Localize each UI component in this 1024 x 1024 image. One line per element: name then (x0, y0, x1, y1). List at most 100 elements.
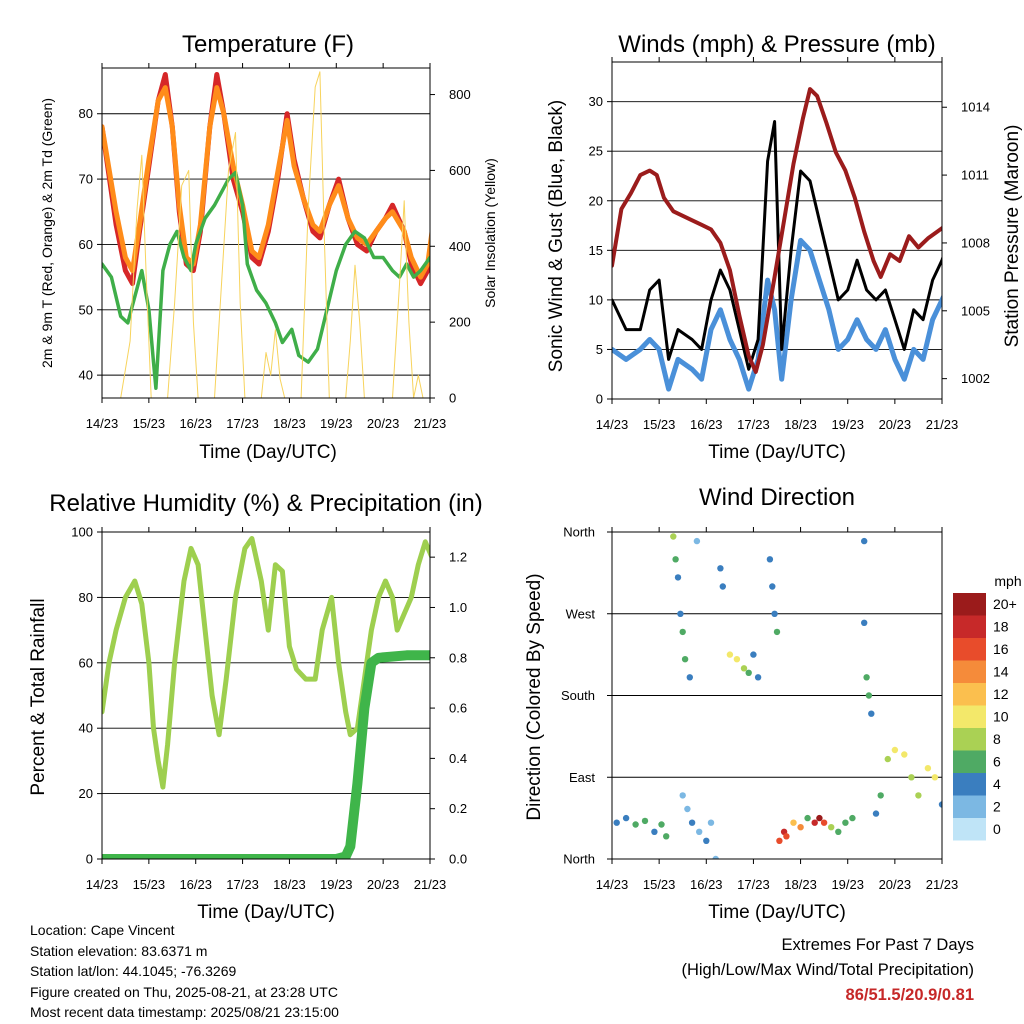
x-tick-label: 18/23 (784, 417, 817, 432)
scatter-point (901, 751, 908, 758)
y-axis-label: 2m & 9m T (Red, Orange) & 2m Td (Green) (39, 98, 55, 368)
y-tick-right-label: 1.0 (449, 600, 467, 615)
scatter-point (828, 824, 835, 831)
scatter-point (677, 610, 684, 617)
scatter-point (820, 819, 828, 826)
scatter-point (865, 692, 873, 699)
scatter-point (674, 574, 682, 581)
scatter-point (712, 855, 719, 859)
scatter-point (849, 814, 856, 822)
scatter-point (745, 669, 752, 676)
x-tick-label: 14/23 (596, 877, 629, 892)
scatter-point (790, 819, 797, 826)
y-tick-right-label: 0.4 (449, 751, 467, 766)
y-tick-right-label: 200 (449, 315, 471, 330)
legend-swatch (953, 728, 986, 751)
series-group (613, 533, 942, 859)
x-tick-label: 15/23 (133, 877, 166, 892)
y-tick-label: 80 (79, 106, 93, 121)
scatter-point (688, 819, 696, 826)
y-tick-right-label: 600 (449, 163, 471, 178)
y-tick-right-label: 0.6 (449, 701, 467, 716)
scatter-point (884, 755, 891, 763)
x-tick-label: 21/23 (926, 417, 959, 432)
y-axis-label: Direction (Colored By Speed) (524, 573, 545, 820)
legend-label: 0 (993, 821, 1001, 837)
y-tick-right-label: 1.2 (449, 550, 467, 565)
x-tick-label: 16/23 (690, 877, 723, 892)
station-info: Location: Cape Vincent Station elevation… (30, 920, 339, 1023)
scatter-point (719, 583, 726, 590)
y-tick-label: 5 (596, 342, 603, 357)
y-tick-label: 100 (71, 525, 93, 540)
scatter-point (681, 656, 689, 663)
y-tick-label: 80 (79, 590, 93, 605)
y-tick-label: North (563, 852, 595, 867)
series-line-2 (102, 650, 430, 859)
scatter-point (861, 619, 868, 626)
scatter-point (632, 821, 639, 828)
legend-label: 16 (993, 641, 1009, 657)
x-tick-label: 21/23 (414, 416, 447, 431)
y-tick-right-label: 1008 (961, 235, 990, 250)
legend-swatch (953, 615, 986, 638)
y-tick-right-label: 400 (449, 239, 471, 254)
scatter-point (773, 628, 781, 636)
series-group (102, 536, 430, 859)
x-tick-label: 18/23 (784, 877, 817, 892)
y-tick-label: East (569, 770, 595, 785)
series-line-4 (102, 71, 430, 398)
y-tick-label: 40 (79, 368, 93, 383)
scatter-point (740, 665, 748, 672)
y-axis-label: Sonic Wind & Gust (Blue, Black) (546, 100, 567, 372)
series-line-3 (612, 87, 942, 374)
scatter-point (811, 819, 818, 826)
legend-label: 14 (993, 664, 1009, 680)
x-tick-label: 15/23 (133, 416, 166, 431)
scatter-point (776, 837, 783, 844)
scatter-point (842, 819, 849, 826)
chart-panel-3: Relative Humidity (%) & Precipitation (i… (28, 490, 483, 923)
scatter-point (717, 565, 724, 572)
y-tick-label: 60 (79, 237, 93, 252)
scatter-point (707, 819, 715, 826)
plot-frame (611, 61, 943, 400)
x-tick-label: 18/23 (273, 877, 306, 892)
series-group (612, 87, 942, 392)
y-tick-label: 10 (589, 292, 603, 307)
y-tick-label: North (563, 525, 595, 540)
legend-swatch (953, 683, 986, 706)
x-tick-label: 19/23 (320, 877, 353, 892)
x-tick-label: 19/23 (320, 416, 353, 431)
legend-title: mph (994, 573, 1021, 589)
legend-swatch (953, 750, 986, 773)
legend-label: 4 (993, 776, 1001, 792)
scatter-point (733, 656, 741, 663)
chart-title: Wind Direction (699, 484, 855, 511)
scatter-point (931, 774, 939, 781)
y-axis-label: Percent & Total Rainfall (28, 598, 49, 795)
y-tick-label: 20 (589, 193, 603, 208)
scatter-point (651, 828, 658, 835)
x-tick-label: 20/23 (367, 416, 400, 431)
y-tick-label: 25 (589, 144, 603, 159)
scatter-point (863, 674, 870, 681)
scatter-point (754, 674, 762, 681)
legend-swatch (953, 638, 986, 661)
scatter-point (804, 814, 811, 822)
plot-frame (101, 67, 431, 399)
legend-label: 10 (993, 709, 1009, 725)
legend-label: 6 (993, 754, 1001, 770)
scatter-point (868, 710, 875, 717)
x-tick-label: 17/23 (226, 877, 259, 892)
scatter-point (769, 583, 776, 590)
y-tick-label: 40 (79, 721, 93, 736)
chart-title: Relative Humidity (%) & Precipitation (i… (49, 490, 482, 517)
x-axis-label: Time (Day/UTC) (708, 902, 846, 923)
scatter-point (641, 817, 649, 825)
scatter-point (872, 810, 880, 817)
extremes-title: Extremes For Past 7 Days (781, 936, 974, 954)
y-tick-label: 0 (596, 392, 603, 407)
x-tick-label: 18/23 (273, 416, 306, 431)
